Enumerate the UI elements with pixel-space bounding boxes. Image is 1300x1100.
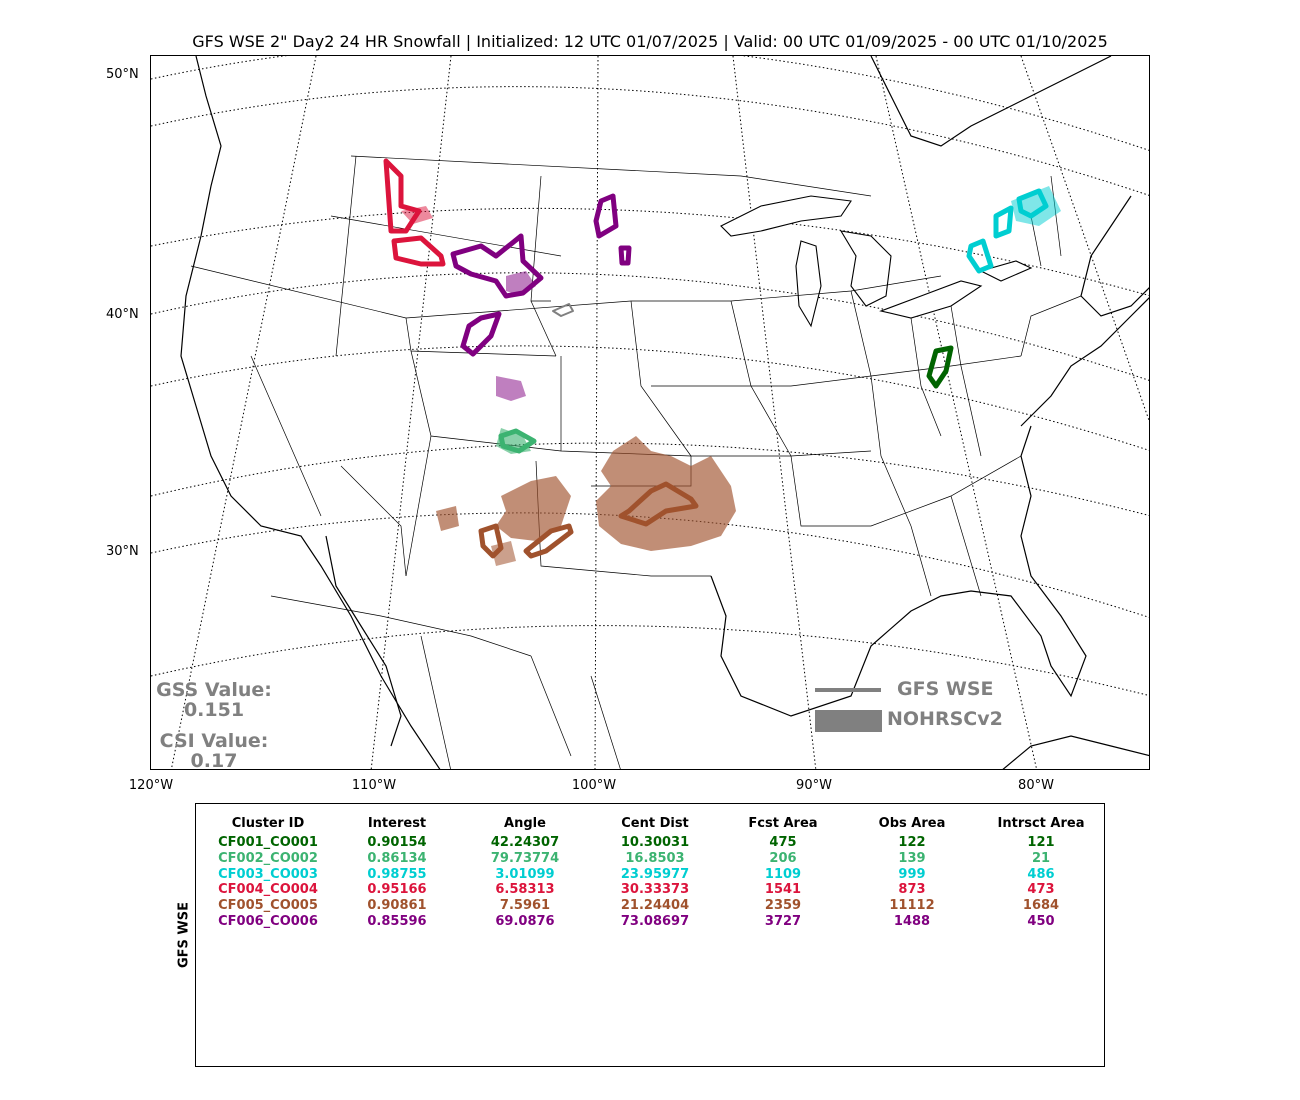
table-header-cell: Intrsct Area [997, 816, 1085, 831]
gss-value: 0.151 [183, 699, 245, 721]
table-cell: 0.86134 [367, 850, 427, 866]
table-cell: 1541 [764, 882, 802, 898]
table-cell: 0.85596 [367, 914, 427, 929]
latitude-lines [151, 56, 1149, 697]
table-cell: 1488 [893, 914, 931, 929]
table-cell: 23.95977 [620, 866, 690, 882]
state-borders [190, 155, 1082, 769]
legend-obs-label: NOHRSCv2 [887, 708, 1003, 730]
table-cell: 3727 [764, 914, 802, 929]
lon-label-80w: 80°W [1018, 778, 1054, 793]
table-cell: 69.0876 [495, 914, 555, 929]
table-cell: CF006_CO006 [218, 914, 318, 929]
table-header-cell: Angle [504, 816, 546, 831]
map-canvas [151, 56, 1149, 769]
table-cell: 7.5961 [499, 898, 551, 914]
coastlines [180, 56, 1149, 769]
great-lakes [720, 195, 1033, 328]
lat-label-40: 40°N [106, 307, 139, 322]
table-header-cell: Interest [367, 816, 427, 831]
lat-label-50: 50°N [106, 67, 139, 82]
table-cell: 473 [1027, 882, 1055, 898]
table-cell: 450 [1027, 914, 1055, 929]
table-cell: 873 [898, 882, 926, 898]
table-cell: CF001_CO001 [218, 835, 318, 850]
table-header-cell: Cluster ID [231, 816, 305, 831]
lon-label-110w: 110°W [351, 778, 397, 793]
table-cell: CF002_CO002 [218, 850, 318, 866]
table-cell: 122 [898, 835, 926, 850]
table-cell: 11112 [889, 898, 935, 914]
table-cell: 2359 [764, 898, 802, 914]
table-cell: 30.33373 [620, 882, 690, 898]
lon-label-100w: 100°W [571, 778, 617, 793]
stats-table-panel [195, 803, 1105, 1067]
lat-label-30: 30°N [106, 544, 139, 559]
table-cell: 16.8503 [625, 850, 685, 866]
table-cell: 0.98755 [367, 866, 427, 882]
legend-obs-swatch [815, 710, 882, 732]
table-cell: 999 [898, 866, 926, 882]
map-panel [150, 55, 1150, 770]
table-header-cell: Cent Dist [621, 816, 689, 831]
table-cell: 486 [1027, 866, 1055, 882]
table-cell: 73.08697 [620, 914, 690, 929]
table-cell: 42.24307 [490, 835, 560, 850]
table-cell: 10.30031 [620, 835, 690, 850]
table-cell: 0.90154 [367, 835, 427, 850]
gss-label: GSS Value: [156, 679, 272, 701]
table-cell: CF003_CO003 [218, 866, 318, 882]
table-cell: 6.58313 [495, 882, 555, 898]
table-cell: 0.95166 [367, 882, 427, 898]
lon-label-90w: 90°W [796, 778, 832, 793]
table-cell: 79.73774 [490, 850, 560, 866]
table-cell: CF005_CO005 [218, 898, 318, 914]
table-header-cell: Fcst Area [748, 816, 818, 831]
table-cell: 475 [769, 835, 797, 850]
table-cell: CF004_CO004 [218, 882, 318, 898]
table-cell: 3.01099 [495, 866, 555, 882]
table-cell: 21 [1031, 850, 1051, 866]
table-cell: 0.90861 [367, 898, 427, 914]
table-cell: 1684 [1022, 898, 1060, 914]
table-row-label: GFS WSE [176, 901, 192, 969]
legend-fcst-label: GFS WSE [897, 678, 994, 700]
csi-value: 0.17 [190, 750, 238, 772]
table-header-cell: Obs Area [878, 816, 946, 831]
table-cell: 121 [1027, 835, 1055, 850]
table-cell: 139 [898, 850, 926, 866]
table-cell: 1109 [764, 866, 802, 882]
csi-label: CSI Value: [159, 730, 269, 752]
figure-title: GFS WSE 2" Day2 24 HR Snowfall | Initial… [192, 32, 1108, 51]
forecast-outlines [383, 158, 1049, 559]
longitude-lines [170, 56, 1149, 769]
table-cell: 21.24404 [620, 898, 690, 914]
observed-areas [401, 186, 1061, 566]
table-cell: 206 [769, 850, 797, 866]
lon-label-120w: 120°W [128, 778, 174, 793]
